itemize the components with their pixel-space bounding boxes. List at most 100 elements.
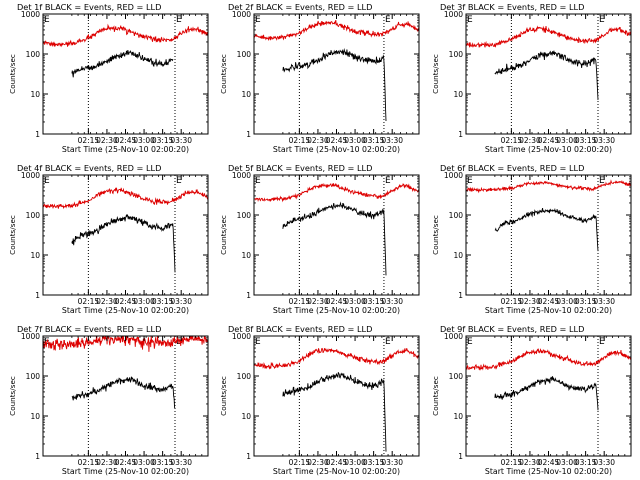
x-tick-label: 03:30	[593, 136, 615, 145]
x-tick-label: 03:00	[556, 136, 578, 145]
x-tick-label: 03:00	[344, 136, 366, 145]
y-tick-label: 100	[26, 50, 41, 59]
x-tick-label: 03:30	[593, 297, 615, 306]
y-tick-label: 1	[246, 130, 251, 139]
y-axis-label: Counts/sec	[8, 54, 17, 94]
y-tick-label: 1000	[232, 332, 251, 341]
x-axis-label: Start Time (25-Nov-10 02:00:20)	[273, 306, 400, 315]
x-tick-label: 02:45	[538, 136, 560, 145]
x-tick-label: 03:15	[152, 136, 174, 145]
events-series-line	[282, 47, 387, 121]
y-tick-label: 1	[458, 130, 463, 139]
y-tick-label: 1000	[21, 10, 40, 19]
x-axis-label: Start Time (25-Nov-10 02:00:20)	[62, 467, 189, 476]
y-tick-label: 10	[241, 412, 251, 421]
x-tick-label: 03:15	[363, 297, 385, 306]
lld-series-line	[466, 348, 631, 371]
lld-series-line	[254, 347, 419, 370]
time-marker-label: E	[176, 176, 182, 186]
chart-title: Det 2f BLACK = Events, RED = LLD	[228, 2, 372, 12]
x-tick-label: 02:45	[115, 297, 137, 306]
chart-title: Det 1f BLACK = Events, RED = LLD	[17, 2, 161, 12]
x-tick-label: 02:15	[78, 297, 100, 306]
x-tick-label: 02:45	[326, 458, 348, 467]
x-tick-label: 02:30	[519, 458, 541, 467]
x-tick-label: 02:45	[326, 136, 348, 145]
x-axis-label: Start Time (25-Nov-10 02:00:20)	[273, 145, 400, 154]
plot-frame	[253, 174, 420, 296]
x-tick-label: 03:30	[381, 297, 403, 306]
y-tick-label: 100	[237, 211, 252, 220]
events-series-line	[494, 207, 599, 252]
x-tick-label: 02:30	[307, 458, 329, 467]
x-tick-label: 03:15	[363, 136, 385, 145]
x-tick-label: 02:15	[501, 458, 523, 467]
x-tick-label: 03:15	[575, 136, 597, 145]
y-tick-label: 1000	[21, 332, 40, 341]
x-tick-label: 02:15	[289, 458, 311, 467]
x-tick-label: 03:30	[381, 136, 403, 145]
y-tick-label: 10	[30, 412, 40, 421]
y-tick-label: 10	[30, 90, 40, 99]
y-axis-label: Counts/sec	[219, 54, 228, 94]
x-tick-label: 03:00	[556, 297, 578, 306]
y-tick-label: 100	[237, 372, 252, 381]
events-series-line	[282, 372, 387, 452]
y-tick-label: 100	[237, 50, 252, 59]
chart-title: Det 5f BLACK = Events, RED = LLD	[228, 163, 372, 173]
x-tick-label: 02:15	[78, 458, 100, 467]
y-tick-label: 1	[35, 452, 40, 461]
time-marker-label: E	[176, 15, 182, 25]
events-series-line	[494, 50, 599, 100]
events-series-line	[71, 49, 174, 78]
x-tick-label: 03:15	[575, 458, 597, 467]
chart-title: Det 3f BLACK = Events, RED = LLD	[440, 2, 584, 12]
x-tick-label: 03:00	[133, 136, 155, 145]
x-axis-label: Start Time (25-Nov-10 02:00:20)	[485, 145, 612, 154]
time-marker-label: E	[467, 15, 473, 25]
y-tick-label: 1000	[21, 171, 40, 180]
x-axis-label: Start Time (25-Nov-10 02:00:20)	[62, 306, 189, 315]
y-tick-label: 1000	[232, 171, 251, 180]
chart-panel-2: Det 2f BLACK = Events, RED = LLD E E 1 10 100…	[219, 2, 420, 154]
time-marker-label: E	[467, 337, 473, 347]
y-tick-label: 10	[241, 251, 251, 260]
x-tick-label: 02:30	[96, 297, 118, 306]
x-tick-label: 02:30	[307, 136, 329, 145]
chart-panel-6: Det 6f BLACK = Events, RED = LLD E E 1 10 100…	[431, 163, 632, 315]
x-tick-label: 02:30	[96, 136, 118, 145]
x-tick-label: 03:30	[170, 136, 192, 145]
y-tick-label: 1	[458, 291, 463, 300]
y-axis-label: Counts/sec	[219, 215, 228, 255]
y-tick-label: 1000	[444, 332, 463, 341]
chart-panel-3: Det 3f BLACK = Events, RED = LLD E E 1 10 100…	[431, 2, 632, 154]
plot-frame	[253, 13, 420, 135]
lld-series-line	[43, 187, 208, 210]
chart-panel-1: Det 1f BLACK = Events, RED = LLD E E 1 10 100…	[8, 2, 209, 154]
x-tick-label: 02:30	[96, 458, 118, 467]
y-tick-label: 1000	[232, 10, 251, 19]
events-series-line	[71, 213, 176, 273]
chart-panel-4: Det 4f BLACK = Events, RED = LLD E E 1 10 100…	[8, 163, 209, 315]
y-tick-label: 10	[30, 251, 40, 260]
y-axis-label: Counts/sec	[8, 215, 17, 255]
time-marker-label: E	[599, 15, 605, 25]
time-marker-label: E	[599, 176, 605, 186]
y-tick-label: 100	[449, 372, 464, 381]
plot-frame	[465, 174, 632, 296]
plot-frame	[465, 13, 632, 135]
time-marker-label: E	[385, 176, 391, 186]
y-tick-label: 1000	[444, 171, 463, 180]
x-tick-label: 03:30	[593, 458, 615, 467]
lld-series-line	[254, 182, 419, 203]
events-series-line	[282, 201, 387, 276]
x-tick-label: 02:30	[307, 297, 329, 306]
y-tick-label: 10	[453, 251, 463, 260]
y-tick-label: 1000	[444, 10, 463, 19]
y-tick-label: 100	[26, 211, 41, 220]
x-tick-label: 02:45	[538, 458, 560, 467]
chart-title: Det 9f BLACK = Events, RED = LLD	[440, 324, 584, 334]
events-series-line	[71, 376, 176, 409]
